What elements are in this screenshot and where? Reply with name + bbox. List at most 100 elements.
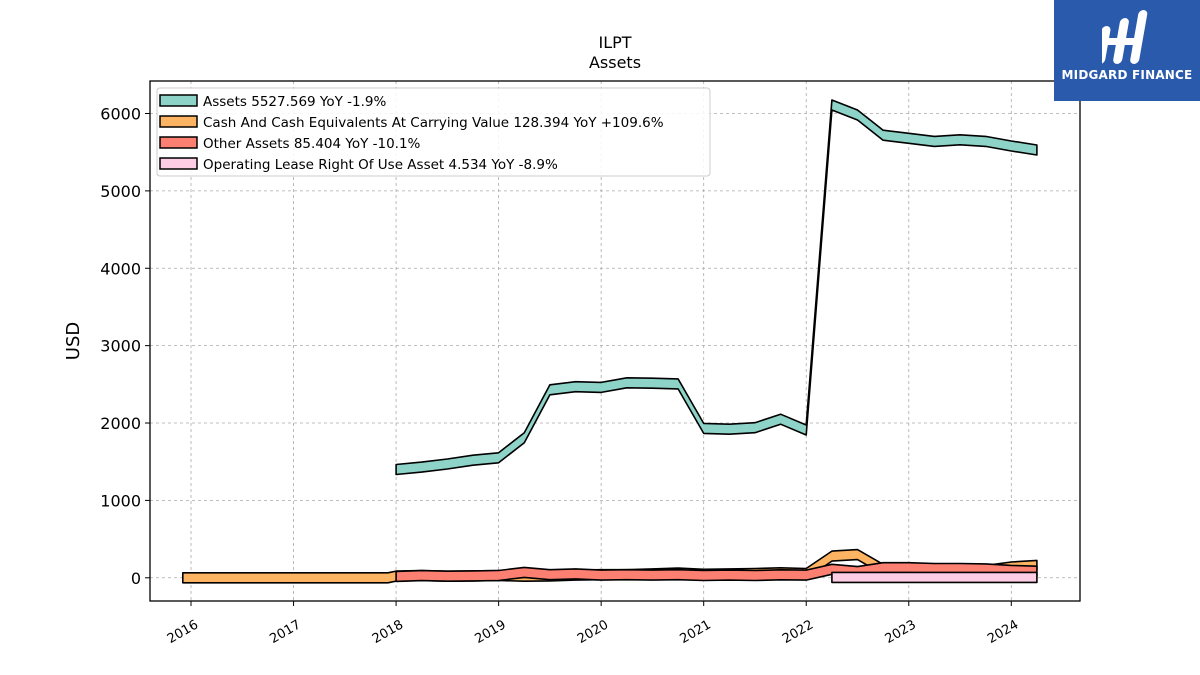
plot-frame xyxy=(149,80,1081,602)
y-tick-label: 2000 xyxy=(100,414,141,433)
legend-label-operating-lease-right-of-use-asset: Operating Lease Right Of Use Asset 4.534… xyxy=(203,157,558,173)
chart-title: ILPT xyxy=(598,33,631,52)
series-band-assets xyxy=(395,99,1038,476)
y-tick-label: 5000 xyxy=(100,182,141,201)
x-tick-label: 2024 xyxy=(985,617,1021,647)
data-point-other-assets xyxy=(472,575,474,577)
data-point-assets xyxy=(472,459,474,461)
data-point-operating-lease-right-of-use-asset xyxy=(908,576,910,578)
legend-label-other-assets: Other Assets 85.404 YoY -10.1% xyxy=(203,136,421,152)
x-tick-label: 2021 xyxy=(678,617,714,647)
chart-subtitle: Assets xyxy=(589,53,641,72)
data-point-assets xyxy=(497,457,499,459)
data-point-other-assets xyxy=(523,571,525,573)
data-point-operating-lease-right-of-use-asset xyxy=(882,576,884,578)
y-tick-label: 0 xyxy=(131,569,141,588)
data-point-assets xyxy=(754,426,756,428)
data-point-assets xyxy=(779,418,781,420)
data-point-assets xyxy=(549,389,551,391)
data-point-operating-lease-right-of-use-asset xyxy=(831,576,833,578)
brand-logo: MIDGARD FINANCE xyxy=(1054,0,1200,101)
data-point-operating-lease-right-of-use-asset xyxy=(933,576,935,578)
data-point-other-assets xyxy=(1010,569,1012,571)
x-tick-label: 2018 xyxy=(370,617,406,647)
data-point-other-assets xyxy=(677,573,679,575)
data-point-other-assets xyxy=(805,574,807,576)
data-point-assets xyxy=(908,137,910,139)
data-point-other-assets xyxy=(831,568,833,570)
data-point-operating-lease-right-of-use-asset xyxy=(984,576,986,578)
data-point-assets xyxy=(702,427,704,429)
y-tick-label: 4000 xyxy=(100,259,141,278)
x-tick-label: 2020 xyxy=(575,617,611,647)
legend-swatch-other-assets xyxy=(159,136,198,149)
data-point-assets xyxy=(1010,145,1012,147)
data-point-cash-and-cash-equivalents-at-carrying-value xyxy=(387,577,389,579)
data-point-operating-lease-right-of-use-asset xyxy=(1010,576,1012,578)
data-point-assets xyxy=(651,382,653,384)
data-point-cash-and-cash-equivalents-at-carrying-value xyxy=(831,555,833,557)
data-point-cash-and-cash-equivalents-at-carrying-value xyxy=(856,553,858,555)
data-point-other-assets xyxy=(549,573,551,575)
data-point-assets xyxy=(933,140,935,142)
data-point-other-assets xyxy=(395,575,397,577)
data-point-assets xyxy=(1036,149,1038,151)
midgard-logo-icon xyxy=(1102,10,1148,64)
legend-swatch-assets xyxy=(159,94,198,107)
x-axis: 2016 2017 2018 2019 2020 2021 2022 2023 2024 xyxy=(165,601,1021,647)
data-point-assets xyxy=(574,385,576,387)
x-tick-label: 2022 xyxy=(780,617,816,647)
x-tick-label: 2023 xyxy=(883,617,919,647)
data-point-assets xyxy=(959,139,961,141)
data-point-other-assets xyxy=(651,574,653,576)
data-point-operating-lease-right-of-use-asset xyxy=(1036,576,1038,578)
data-point-assets xyxy=(882,134,884,136)
series-band-operating-lease-right-of-use-asset xyxy=(831,571,1038,584)
legend-label-cash-and-cash-equivalents-at-carrying-value: Cash And Cash Equivalents At Carrying Va… xyxy=(203,115,664,131)
x-tick-label: 2017 xyxy=(267,617,303,647)
legend-swatch-cash-and-cash-equivalents-at-carrying-value xyxy=(159,115,198,128)
data-point-assets xyxy=(677,383,679,385)
data-point-cash-and-cash-equivalents-at-carrying-value xyxy=(182,577,184,579)
data-point-assets xyxy=(446,463,448,465)
data-point-operating-lease-right-of-use-asset xyxy=(856,576,858,578)
data-point-other-assets xyxy=(959,567,961,569)
y-tick-label: 3000 xyxy=(100,337,141,356)
data-point-operating-lease-right-of-use-asset xyxy=(959,576,961,578)
data-point-assets xyxy=(626,382,628,384)
data-point-other-assets xyxy=(626,573,628,575)
data-point-assets xyxy=(984,140,986,142)
data-point-other-assets xyxy=(908,567,910,569)
data-point-assets xyxy=(523,437,525,439)
legend-swatch-operating-lease-right-of-use-asset xyxy=(159,157,198,170)
data-point-other-assets xyxy=(754,574,756,576)
x-tick-label: 2019 xyxy=(472,617,508,647)
data-point-assets xyxy=(728,428,730,430)
data-point-assets xyxy=(395,468,397,470)
legend-box xyxy=(156,87,711,177)
data-point-assets xyxy=(421,466,423,468)
y-axis: 0 1000 2000 3000 4000 5000 6000 xyxy=(100,105,150,588)
y-axis-label: USD xyxy=(63,322,84,360)
legend-label-assets: Assets 5527.569 YoY -1.9% xyxy=(203,94,387,110)
data-point-assets xyxy=(856,114,858,116)
y-tick-label: 1000 xyxy=(100,491,141,510)
y-tick-label: 6000 xyxy=(100,105,141,124)
data-point-other-assets xyxy=(933,567,935,569)
data-point-other-assets xyxy=(779,574,781,576)
legend: Assets 5527.569 YoY -1.9% Cash And Cash E… xyxy=(156,87,711,177)
data-point-other-assets xyxy=(574,573,576,575)
data-point-assets xyxy=(831,104,833,106)
data-point-other-assets xyxy=(421,574,423,576)
data-point-assets xyxy=(600,386,602,388)
data-point-other-assets xyxy=(497,574,499,576)
x-tick-label: 2016 xyxy=(165,617,201,647)
brand-name: MIDGARD FINANCE xyxy=(1061,68,1193,82)
data-point-other-assets xyxy=(702,574,704,576)
data-point-other-assets xyxy=(882,567,884,569)
data-point-other-assets xyxy=(446,575,448,577)
data-point-assets xyxy=(805,429,807,431)
data-point-other-assets xyxy=(728,574,730,576)
data-point-other-assets xyxy=(600,574,602,576)
